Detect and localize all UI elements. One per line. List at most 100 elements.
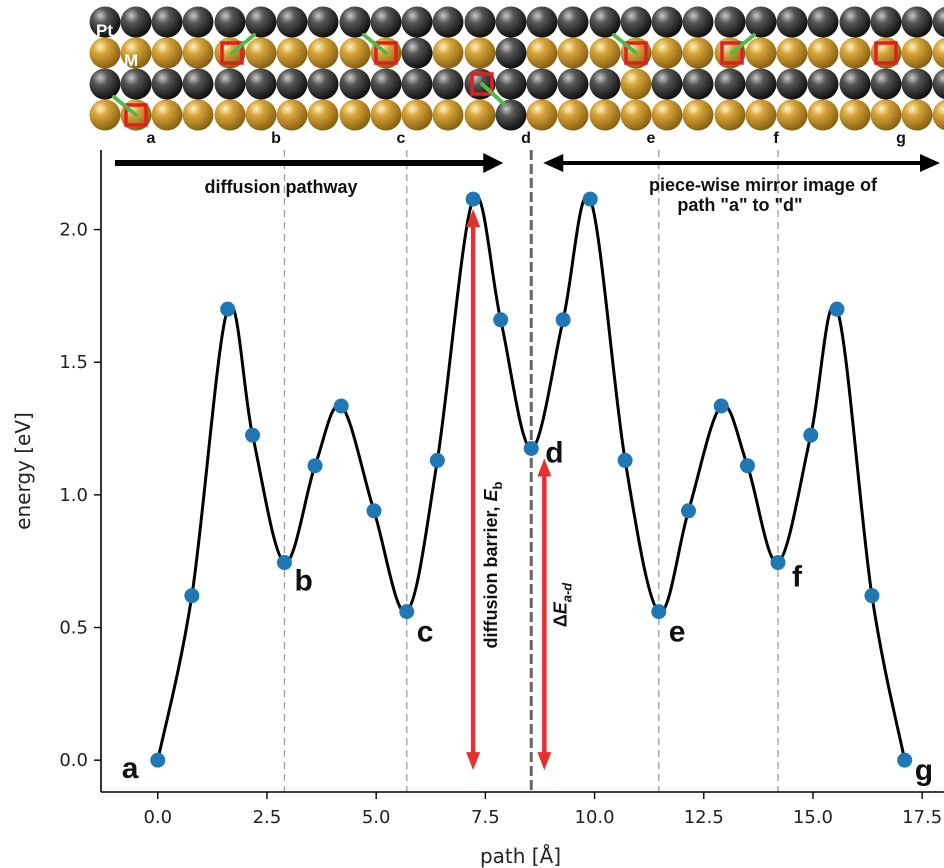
m-atom: [714, 99, 746, 131]
pt-atom: [651, 6, 683, 38]
pt-atom: [401, 6, 433, 38]
pt-atom: [776, 68, 808, 100]
pt-atom: [807, 6, 839, 38]
vacancy-marker: [374, 41, 398, 65]
vacancy-marker: [124, 103, 148, 127]
m-atom: [432, 37, 464, 69]
pt-atom: [276, 68, 308, 100]
mirror-label-line2: path "a" to "d": [677, 195, 802, 215]
structure-panel-g: g: [839, 6, 944, 147]
x-tick-label: 17.5: [902, 807, 942, 828]
delta-label-prefix: Δ: [550, 614, 570, 627]
pt-atom: [901, 68, 933, 100]
pt-atom: [526, 68, 558, 100]
pt-atom: [776, 6, 808, 38]
m-atom: [245, 37, 277, 69]
m-atom: [464, 37, 496, 69]
vacancy-marker: [874, 41, 898, 65]
m-atom: [89, 99, 121, 131]
hop-arrow: [362, 33, 388, 55]
m-atom: [620, 68, 652, 100]
pt-atom: [370, 6, 402, 38]
delta-label-symbol: E: [550, 601, 570, 614]
hop-arrow: [112, 95, 138, 117]
pt-atom: [589, 68, 621, 100]
m-atom: [307, 37, 339, 69]
pt-atom: [526, 6, 558, 38]
hop-arrow: [480, 82, 506, 106]
vacancy-marker: [720, 41, 744, 65]
data-point: [713, 398, 729, 414]
pt-atom: [932, 7, 944, 37]
hop-arrow: [612, 33, 638, 55]
data-point: [333, 398, 349, 414]
m-atom: [276, 37, 308, 69]
vacancy-marker: [470, 72, 494, 96]
barrier-label: diffusion barrier, Eb: [481, 481, 505, 648]
structure-label-g: g: [896, 130, 906, 147]
pt-atom: [901, 6, 933, 38]
y-tick-label: 1.5: [59, 352, 88, 373]
m-atom: [214, 99, 246, 131]
x-tick-label: 0.0: [143, 807, 172, 828]
structure-panel-b: b: [214, 6, 339, 147]
data-point: [897, 752, 913, 768]
pt-atom: [245, 68, 277, 100]
delta-label-sub: a-d: [559, 582, 574, 603]
y-ticks: 0.0 0.5 1.0 1.5 2.0: [59, 220, 101, 771]
plot-area: 0.0 2.5 5.0 7.5 10.0 12.5 15.0 17.5 0.0 0.5 1.0 1.5…: [11, 150, 944, 868]
barrier-label-text: diffusion barrier,: [481, 501, 501, 648]
structure-panel-e: e: [589, 6, 714, 147]
m-atom: [870, 37, 902, 69]
structure-label-c: c: [397, 130, 406, 147]
delta-arrow-head-bottom: [537, 752, 552, 771]
m-atom: [745, 37, 777, 69]
delta-label: ΔEa-d: [550, 582, 574, 628]
pt-atom: [214, 6, 246, 38]
m-atom: [745, 99, 777, 131]
m-atom: [839, 37, 871, 69]
m-atom: [89, 37, 121, 69]
pt-atom: [151, 6, 183, 38]
point-label-b: b: [294, 565, 312, 598]
pt-atom: [714, 6, 746, 38]
structure-panels: a b c d e f g Pt M: [89, 6, 944, 147]
pt-atom: [120, 6, 152, 38]
m-atom: [932, 100, 944, 130]
pt-atom: [682, 6, 714, 38]
data-point: [150, 752, 166, 768]
structure-panel-f: f: [714, 6, 839, 147]
structure-label-b: b: [271, 130, 281, 147]
pt-atom: [245, 6, 277, 38]
data-point: [582, 191, 598, 207]
structure-panel-a: a: [89, 6, 214, 147]
data-point: [651, 604, 667, 620]
data-point: [770, 555, 786, 571]
m-atom: [339, 37, 371, 69]
m-atom: [151, 37, 183, 69]
pt-atom: [714, 68, 746, 100]
guide-lines: [283, 150, 779, 792]
path-arrows: [115, 153, 940, 173]
pt-atom: [339, 68, 371, 100]
y-tick-label: 2.0: [59, 220, 88, 241]
data-point: [739, 458, 755, 474]
pt-atom: [495, 6, 527, 38]
m-atom: [839, 99, 871, 131]
y-axis-title: energy [eV]: [11, 412, 35, 530]
x-axis-title: path [Å]: [480, 844, 561, 868]
structure-label-a: a: [147, 130, 156, 147]
y-tick-label: 0.0: [59, 750, 88, 771]
m-atom: [589, 37, 621, 69]
x-tick-label: 2.5: [253, 807, 282, 828]
point-label-d: d: [545, 436, 563, 469]
m-atom: [807, 37, 839, 69]
pt-atom: [682, 68, 714, 100]
pt-atom: [745, 68, 777, 100]
pt-atom: [557, 68, 589, 100]
pt-atom: [120, 68, 152, 100]
data-point: [366, 503, 382, 519]
data-point: [429, 452, 445, 468]
pt-atom: [432, 68, 464, 100]
